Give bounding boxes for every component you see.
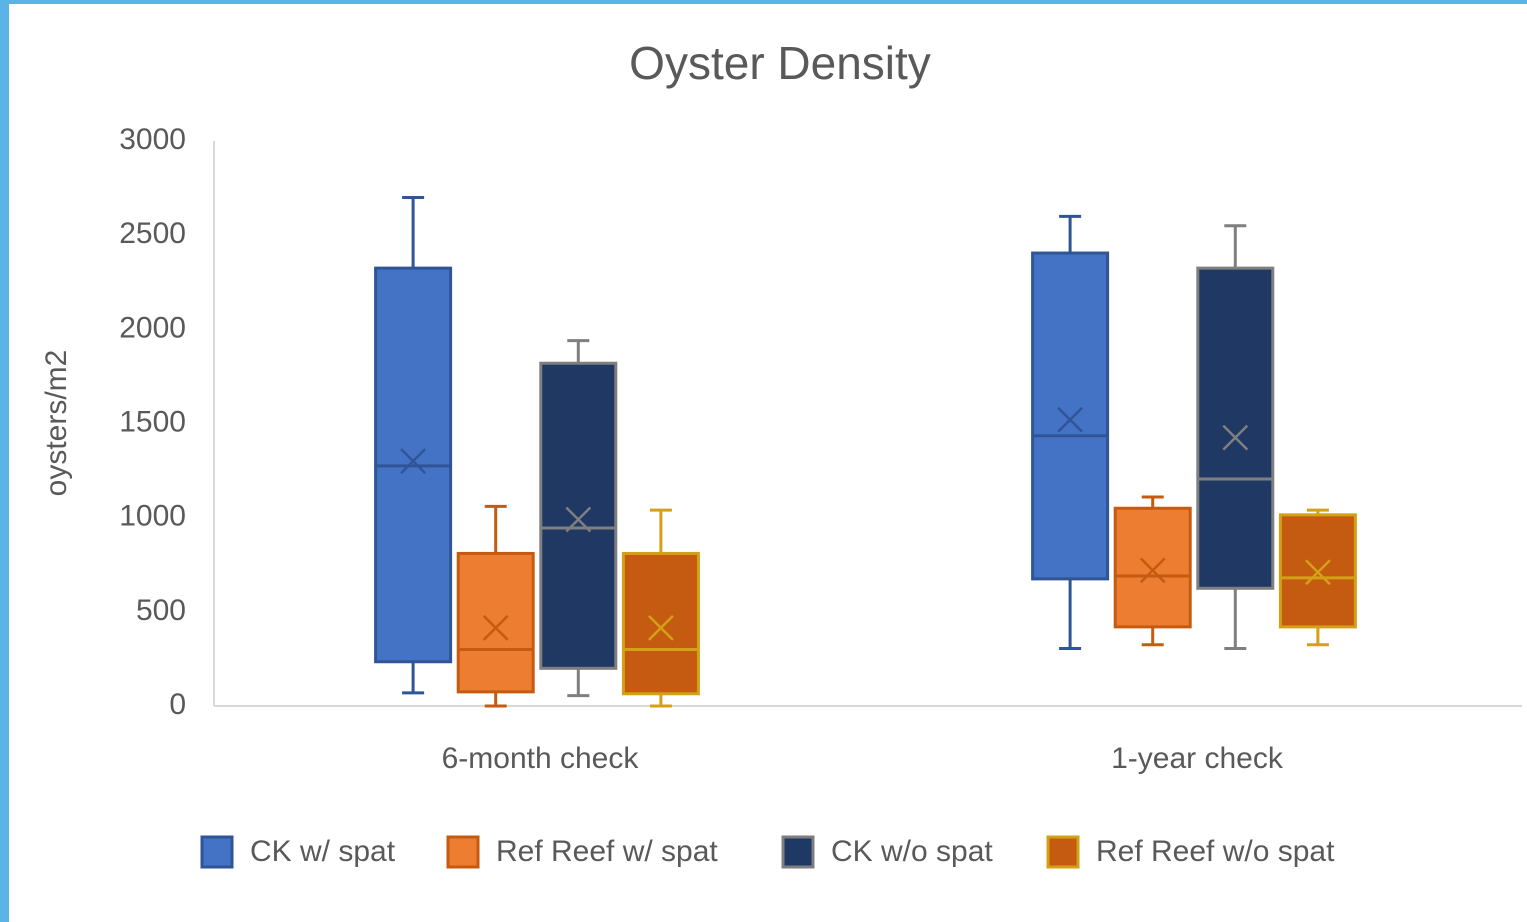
mean-marker [648, 614, 674, 641]
mean-marker [1222, 424, 1249, 451]
x-tick-label: 6-month check [442, 742, 640, 775]
mean-marker [1139, 557, 1166, 584]
mean-marker [1057, 406, 1083, 433]
mean-marker [400, 448, 426, 475]
legend-label: Ref Reef w/o spat [1096, 835, 1335, 868]
y-tick-label: 500 [136, 594, 186, 627]
box [456, 551, 535, 694]
legend-label: Ref Reef w/ spat [496, 835, 718, 868]
chart-title: Oyster Density [629, 37, 931, 89]
y-axis-title: oysters/m2 [40, 350, 73, 497]
legend-label: CK w/ spat [250, 835, 396, 868]
frame-top [0, 0, 1527, 4]
box [1113, 506, 1192, 629]
y-tick-label: 2500 [119, 217, 186, 250]
legend-swatch [781, 835, 815, 869]
y-tick-label: 1000 [119, 500, 186, 533]
legend-swatch [1046, 835, 1080, 869]
mean-marker [1305, 559, 1331, 586]
box [1031, 251, 1110, 581]
y-tick-label: 3000 [119, 123, 186, 156]
legend-swatch [200, 835, 234, 869]
x-tick-label: 1-year check [1111, 742, 1284, 775]
mean-marker [565, 506, 592, 533]
y-tick-label: 2000 [119, 311, 186, 344]
box [1196, 266, 1275, 590]
y-tick-label: 1500 [119, 405, 186, 438]
frame-left [0, 0, 9, 922]
box [539, 361, 618, 670]
mean-marker [482, 614, 509, 641]
legend-swatch [446, 835, 480, 869]
box [621, 551, 700, 696]
y-tick-label: 0 [169, 688, 186, 721]
legend-label: CK w/o spat [831, 835, 993, 868]
